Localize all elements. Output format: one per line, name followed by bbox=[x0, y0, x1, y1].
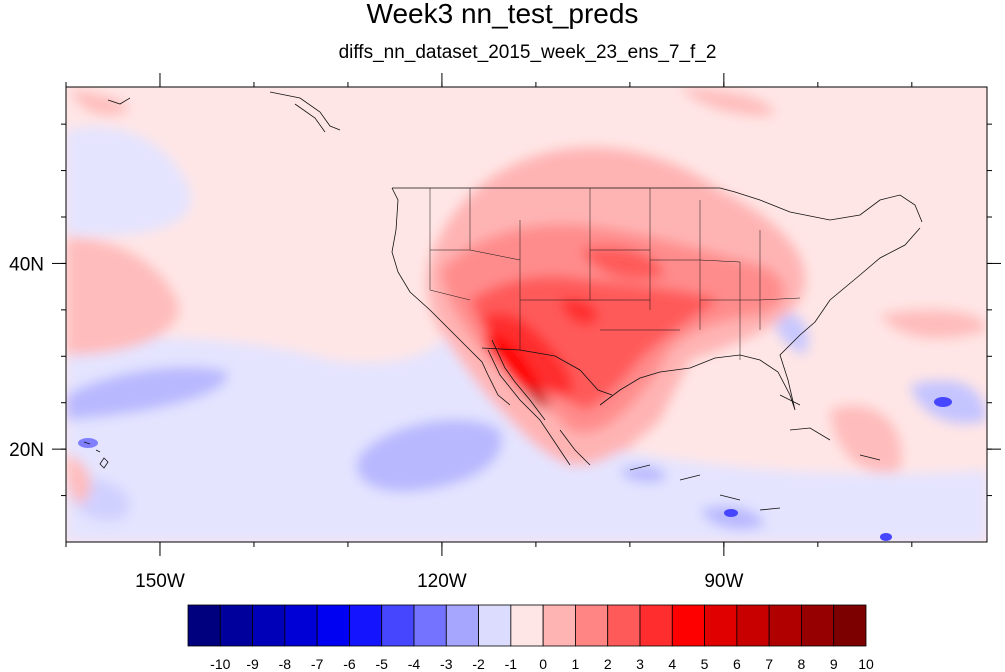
colorbar-label: 6 bbox=[733, 656, 741, 672]
colorbar-label: -9 bbox=[246, 656, 259, 672]
map-outlines bbox=[83, 91, 923, 511]
cool-anomaly-region bbox=[66, 126, 192, 236]
colorbar-swatch bbox=[542, 604, 576, 647]
chart-title: Week3 nn_test_preds bbox=[366, 0, 639, 29]
cool-anomaly-region bbox=[774, 312, 809, 355]
warm-anomaly-region bbox=[66, 237, 180, 355]
colorbar-label: 8 bbox=[798, 656, 806, 672]
colorbar-swatch bbox=[349, 604, 383, 647]
colorbar-label: -1 bbox=[505, 656, 518, 672]
warm-anomaly-region bbox=[70, 88, 130, 115]
colorbar-swatch bbox=[284, 604, 318, 647]
colorbar-label: -3 bbox=[440, 656, 453, 672]
y-tick-label: 40N bbox=[9, 254, 44, 275]
x-tick-label: 120W bbox=[417, 571, 467, 592]
anomaly-field bbox=[66, 87, 987, 542]
warm-anomaly-region bbox=[560, 298, 599, 325]
mexico-border bbox=[481, 347, 613, 396]
colorbar-swatch bbox=[445, 604, 479, 647]
warm-anomaly-region bbox=[680, 87, 775, 116]
colorbar-label: 2 bbox=[604, 656, 612, 672]
us-coastline bbox=[391, 187, 571, 466]
warm-anomaly-region bbox=[830, 405, 902, 473]
colorbar-swatch bbox=[381, 604, 415, 647]
cool-anomaly-region bbox=[66, 366, 229, 420]
colorbar-swatch bbox=[833, 604, 867, 647]
y-tick-label: 20N bbox=[9, 440, 44, 461]
colorbar-swatch bbox=[252, 604, 286, 647]
x-tick-label: 150W bbox=[135, 571, 185, 592]
canada-border bbox=[392, 187, 923, 223]
colorbar-swatch bbox=[607, 604, 641, 647]
hawaii-islands bbox=[83, 441, 109, 469]
warm-anomaly-region bbox=[580, 246, 665, 280]
colorbar-label: -10 bbox=[210, 656, 230, 672]
map-frame bbox=[65, 86, 988, 543]
colorbar-label: 1 bbox=[572, 656, 580, 672]
colorbar-swatch bbox=[219, 604, 253, 647]
colorbar-label: 0 bbox=[539, 656, 547, 672]
alaska-coast bbox=[107, 91, 341, 133]
colorbar: -10 -9 -8 -7 -6 -5 -4 -3 -2 -1 0 1 2 3 4 5 6 7 8 9 10 bbox=[187, 604, 874, 672]
warm-anomaly-region bbox=[480, 312, 573, 396]
colorbar-label: -4 bbox=[408, 656, 421, 672]
cool-anomaly-spot bbox=[724, 509, 738, 517]
colorbar-swatch bbox=[575, 604, 609, 647]
x-tick-label: 90W bbox=[704, 571, 743, 592]
cool-anomaly-spot bbox=[880, 533, 892, 541]
colorbar-label: -8 bbox=[279, 656, 292, 672]
colorbar-swatch bbox=[478, 604, 512, 647]
colorbar-label: 5 bbox=[701, 656, 709, 672]
colorbar-swatch bbox=[510, 604, 544, 647]
warm-anomaly-region bbox=[66, 455, 91, 505]
colorbar-swatch bbox=[187, 604, 221, 647]
cool-anomaly-region bbox=[700, 505, 765, 530]
colorbar-label: -5 bbox=[375, 656, 388, 672]
map-field bbox=[66, 87, 987, 542]
cool-anomaly-region bbox=[356, 419, 503, 492]
state-lines bbox=[429, 188, 801, 360]
colorbar-swatch bbox=[768, 604, 802, 647]
caribbean-coast bbox=[629, 394, 881, 511]
colorbar-swatch bbox=[639, 604, 673, 647]
colorbar-label: 7 bbox=[765, 656, 773, 672]
colorbar-swatch bbox=[736, 604, 770, 647]
warm-anomaly-region bbox=[470, 276, 720, 410]
colorbar-label: 4 bbox=[668, 656, 676, 672]
colorbar-label: -6 bbox=[343, 656, 356, 672]
colorbar-swatch bbox=[316, 604, 350, 647]
colorbar-swatch bbox=[413, 604, 447, 647]
warm-anomaly-region bbox=[525, 384, 550, 408]
colorbar-swatch bbox=[801, 604, 835, 647]
colorbar-label: 10 bbox=[858, 656, 874, 672]
warm-anomaly-region bbox=[484, 334, 542, 400]
colorbar-label: -7 bbox=[311, 656, 324, 672]
colorbar-label: -2 bbox=[472, 656, 485, 672]
colorbar-swatch bbox=[704, 604, 738, 647]
chart-subtitle: diffs_nn_dataset_2015_week_23_ens_7_f_2 bbox=[338, 42, 717, 63]
colorbar-swatch bbox=[671, 604, 705, 647]
gulf-coastline bbox=[559, 227, 921, 466]
colorbar-label: 3 bbox=[636, 656, 644, 672]
cool-anomaly-spot bbox=[934, 397, 952, 407]
warm-anomaly-region bbox=[880, 310, 987, 339]
map-axes: 150W 120W 90W 40N 20N bbox=[9, 73, 1001, 592]
colorbar-label: 9 bbox=[830, 656, 838, 672]
